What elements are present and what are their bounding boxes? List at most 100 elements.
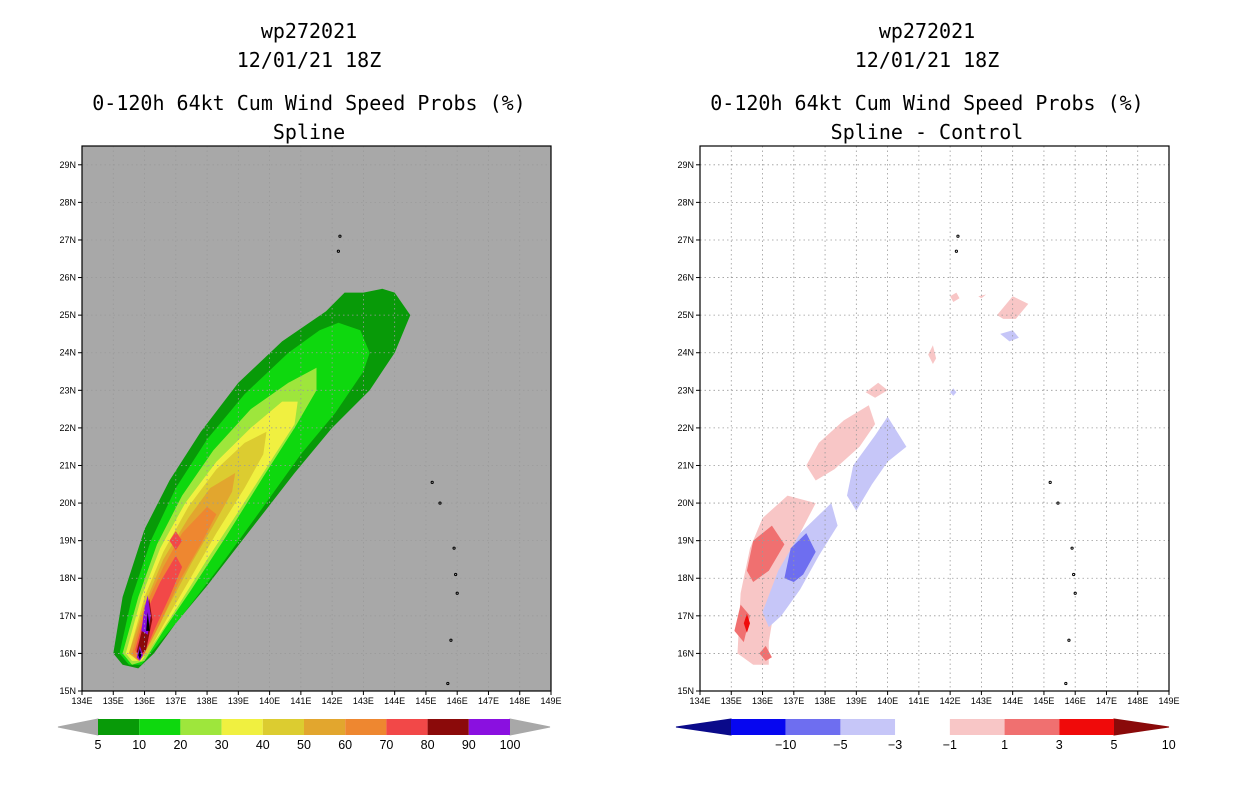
- x-tick-label-1-7: 141E: [908, 696, 929, 706]
- x-tick-label-0-15: 149E: [540, 696, 561, 706]
- island-outline-0-0: [338, 234, 342, 238]
- right-islands: [954, 234, 1077, 686]
- contour-area-1-8: [950, 292, 960, 302]
- colorbar-label-0-8: 80: [421, 738, 435, 752]
- colorbar-swatch-0-9: [468, 719, 510, 735]
- island-outline-0-7: [449, 638, 453, 642]
- y-tick-label-1-8: 23N: [677, 385, 694, 395]
- x-tick-label-1-12: 146E: [1065, 696, 1086, 706]
- y-tick-label-1-13: 28N: [677, 197, 694, 207]
- contour-area-0-8: [169, 531, 183, 551]
- colorbar-swatch-0-2: [180, 719, 222, 735]
- colorbar-label-0-6: 60: [338, 738, 352, 752]
- colorbar-swatch-1-5: [1004, 719, 1060, 735]
- x-tick-label-0-2: 136E: [134, 696, 155, 706]
- x-tick-label-0-5: 139E: [228, 696, 249, 706]
- x-tick-label-0-14: 148E: [509, 696, 530, 706]
- colorbar-label-0-1: 10: [132, 738, 146, 752]
- contour-area-1-15: [950, 388, 957, 396]
- colorbar-label-1-5: 3: [1056, 738, 1063, 752]
- colorbar-swatch-1-1: [785, 719, 841, 735]
- colorbar-arrow-right-1: [1113, 718, 1170, 736]
- colorbar-label-0-9: 90: [462, 738, 476, 752]
- colorbar-label-0-10: 100: [500, 738, 521, 752]
- y-tick-label-0-7: 22N: [59, 423, 76, 433]
- contour-area-1-1: [746, 525, 785, 582]
- left-panel: wp272021 12/01/21 18Z 0-120h 64kt Cum Wi…: [57, 19, 562, 752]
- colorbar-swatch-1-0: [731, 719, 786, 735]
- y-tick-label-1-14: 29N: [677, 160, 694, 170]
- y-tick-label-1-2: 17N: [677, 611, 694, 621]
- island-outline-1-8: [1064, 681, 1068, 686]
- left-datetime: 12/01/21 18Z: [237, 48, 382, 72]
- x-tick-label-0-6: 140E: [259, 696, 280, 706]
- right-storm-id: wp272021: [879, 19, 975, 43]
- x-tick-label-0-9: 143E: [353, 696, 374, 706]
- x-tick-label-1-15: 149E: [1158, 696, 1179, 706]
- x-tick-label-1-9: 143E: [971, 696, 992, 706]
- colorbar-swatch-0-4: [262, 719, 304, 735]
- x-tick-label-1-6: 140E: [877, 696, 898, 706]
- x-tick-label-1-14: 148E: [1127, 696, 1148, 706]
- x-tick-label-0-7: 141E: [290, 696, 311, 706]
- colorbar-swatch-0-1: [139, 719, 181, 735]
- x-tick-label-0-3: 137E: [165, 696, 186, 706]
- island-outline-1-0: [956, 234, 960, 238]
- x-tick-label-1-3: 137E: [783, 696, 804, 706]
- island-outline-0-8: [446, 681, 450, 686]
- y-tick-label-0-11: 26N: [59, 273, 76, 283]
- colorbar-arrow-left-0: [57, 718, 99, 736]
- colorbar-swatch-1-6: [1059, 719, 1114, 735]
- island-outline-1-3: [1056, 501, 1060, 505]
- y-tick-label-0-3: 18N: [59, 573, 76, 583]
- x-tick-label-1-11: 145E: [1033, 696, 1054, 706]
- contour-area-1-3: [759, 645, 772, 661]
- left-x-axis-ticks: 134E 135E 136E 137E 138E 139E 140E 141E 142E 143E…: [71, 691, 562, 706]
- contour-area-1-14: [1000, 330, 1019, 342]
- y-tick-label-0-10: 25N: [59, 310, 76, 320]
- x-tick-label-1-1: 135E: [721, 696, 742, 706]
- colorbar-label-0-2: 20: [173, 738, 187, 752]
- colorbar-label-1-1: −5: [833, 738, 847, 752]
- left-chart-title: 0-120h 64kt Cum Wind Speed Probs (%): [92, 91, 525, 115]
- colorbar-swatch-0-0: [98, 719, 140, 735]
- colorbar-label-1-0: −10: [775, 738, 796, 752]
- right-grid: [700, 146, 1169, 691]
- x-tick-label-0-10: 144E: [384, 696, 405, 706]
- colorbar-swatch-1-4: [949, 719, 1005, 735]
- colorbar-label-0-0: 5: [95, 738, 102, 752]
- contour-area-0-12: [146, 612, 150, 631]
- colorbar-label-0-4: 40: [256, 738, 270, 752]
- contour-area-0-13: [138, 648, 142, 660]
- x-tick-label-0-13: 147E: [478, 696, 499, 706]
- colorbar-arrow-left-1: [675, 718, 732, 736]
- y-tick-label-1-4: 19N: [677, 536, 694, 546]
- right-y-axis-ticks: 15N 16N 17N 18N 19N 20N 21N 22N 23N 24N 25N 26N 27N 2…: [677, 160, 700, 696]
- contour-area-1-5: [806, 405, 876, 481]
- colorbar-label-0-5: 50: [297, 738, 311, 752]
- y-tick-label-1-10: 25N: [677, 310, 694, 320]
- right-panel: wp272021 12/01/21 18Z 0-120h 64kt Cum Wi…: [675, 19, 1180, 752]
- contour-area-1-9: [978, 294, 987, 299]
- contour-area-1-12: [784, 533, 816, 582]
- y-tick-label-0-5: 20N: [59, 498, 76, 508]
- y-tick-label-1-6: 21N: [677, 460, 694, 470]
- x-tick-label-0-4: 138E: [197, 696, 218, 706]
- right-plot-frame: [699, 145, 1170, 692]
- y-tick-label-0-4: 19N: [59, 536, 76, 546]
- colorbar-arrow-right-0: [509, 718, 551, 736]
- y-tick-label-1-11: 26N: [677, 273, 694, 283]
- colorbar-label-0-7: 70: [379, 738, 393, 752]
- colorbar-label-1-6: 5: [1111, 738, 1118, 752]
- island-outline-1-6: [1073, 591, 1077, 595]
- island-outline-1-2: [1048, 480, 1052, 484]
- x-tick-label-1-4: 138E: [815, 696, 836, 706]
- right-colorbar: −10 −5 −3 −1 1 3 5 10: [675, 718, 1176, 752]
- left-y-axis-ticks: 15N 16N 17N 18N 19N 20N 21N 22N 23N 24N 25N 26N 27N 2…: [59, 160, 82, 696]
- y-tick-label-1-7: 22N: [677, 423, 694, 433]
- colorbar-swatch-0-5: [304, 719, 346, 735]
- contour-area-1-4: [743, 613, 750, 633]
- x-tick-label-1-2: 136E: [752, 696, 773, 706]
- left-chart-subtitle: Spline: [273, 120, 345, 144]
- y-tick-label-0-1: 16N: [59, 648, 76, 658]
